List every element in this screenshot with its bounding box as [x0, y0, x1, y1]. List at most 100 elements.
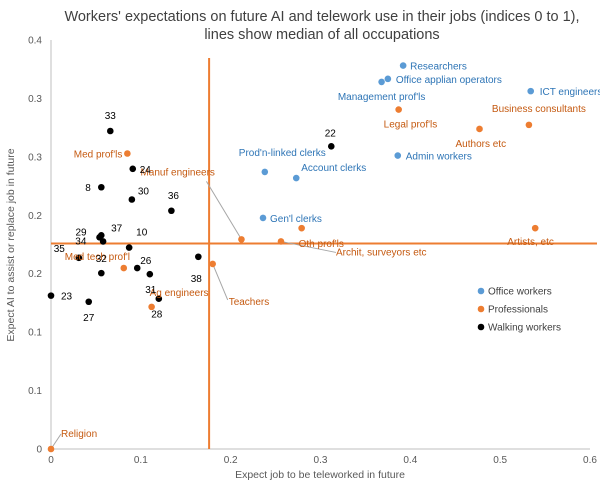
- y-tick-label: 0.2: [28, 211, 42, 222]
- data-label: 23: [61, 292, 73, 303]
- data-point: [75, 254, 83, 262]
- data-label: Researchers: [410, 62, 467, 73]
- leader-lines: [50, 181, 337, 450]
- data-label: 26: [140, 256, 152, 267]
- data-label: 29: [76, 227, 88, 238]
- data-point: [85, 298, 93, 306]
- y-tick-label: 0.3: [28, 94, 42, 105]
- data-point: [98, 183, 105, 191]
- data-point: [394, 152, 402, 159]
- data-point: [395, 106, 402, 113]
- data-label: Prod'n-linked clerks: [239, 148, 326, 159]
- leader-line: [212, 263, 229, 301]
- data-labels: Researchers Office applian operators Manag…: [54, 62, 600, 440]
- data-point: [47, 292, 55, 299]
- x-tick-labels: 0 0.1 0.2 0.3 0.4 0.5 0.6: [48, 455, 597, 466]
- data-point: [129, 165, 137, 173]
- x-tick-label: 0: [48, 455, 54, 466]
- data-label: Account clerks: [301, 163, 366, 174]
- data-point: [125, 244, 133, 251]
- data-point: [238, 236, 245, 243]
- legend: Office workers Professionals Walking worke…: [477, 287, 561, 334]
- data-point: [261, 168, 269, 176]
- legend-label: Professionals: [488, 305, 548, 316]
- data-label: Management prof'ls: [338, 92, 426, 103]
- data-point: [47, 445, 55, 453]
- y-tick-labels: 0 0.1 0.1 0.2 0.2 0.3 0.3 0.4: [28, 36, 42, 456]
- data-label: 37: [111, 223, 123, 234]
- data-point: [531, 224, 539, 232]
- data-point: [148, 303, 155, 311]
- data-label: Gen'l clerks: [270, 214, 322, 225]
- data-point: [384, 75, 392, 83]
- data-label: Business consultants: [492, 104, 586, 115]
- data-points: [47, 62, 539, 453]
- data-point: [327, 143, 335, 150]
- x-tick-label: 0.5: [493, 455, 507, 466]
- axes: [50, 40, 590, 450]
- data-label: 10: [136, 228, 148, 239]
- y-tick-label: 0: [36, 445, 42, 456]
- data-label: ICT engineers: [540, 87, 600, 98]
- y-tick-label: 0.1: [28, 386, 42, 397]
- data-point: [209, 260, 216, 268]
- data-point: [525, 121, 533, 129]
- data-label: Authors etc: [456, 139, 507, 150]
- x-tick-label: 0.1: [134, 455, 148, 466]
- data-point: [399, 62, 407, 69]
- data-label: Oth prof'ls: [299, 239, 344, 250]
- data-point: [277, 238, 285, 245]
- y-tick-label: 0.1: [28, 328, 42, 339]
- data-label: Med prof'ls: [74, 149, 123, 160]
- x-tick-label: 0.4: [403, 455, 417, 466]
- data-point: [120, 264, 128, 272]
- data-label: Legal prof'ls: [384, 120, 438, 131]
- data-point: [527, 87, 535, 95]
- y-axis-label: Expect AI to assist or replace job in fu…: [5, 148, 17, 341]
- data-point: [146, 270, 154, 278]
- data-label: 36: [168, 191, 180, 202]
- data-label: Office applian operators: [396, 75, 502, 86]
- data-label: Ag engineers: [150, 288, 209, 299]
- data-label: 22: [325, 128, 337, 139]
- data-label: Religion: [61, 429, 97, 440]
- data-label: 24: [140, 165, 152, 176]
- data-point: [106, 127, 114, 135]
- data-point: [155, 295, 163, 302]
- y-tick-label: 0.4: [28, 36, 42, 47]
- data-point: [133, 264, 141, 272]
- data-point: [476, 125, 483, 133]
- chart-title: Workers' expectations on future AI and t…: [64, 9, 579, 25]
- data-label: 34: [75, 236, 87, 247]
- x-tick-label: 0.6: [583, 455, 597, 466]
- data-label: Admin workers: [406, 152, 472, 163]
- data-point: [298, 224, 305, 232]
- data-label: Manuf engineers: [140, 167, 215, 178]
- data-point: [259, 214, 267, 222]
- leader-line: [280, 240, 337, 253]
- data-point: [99, 238, 107, 245]
- data-point: [378, 78, 385, 86]
- data-point: [128, 196, 136, 203]
- leader-line: [206, 181, 242, 240]
- data-label: Artists, etc: [507, 237, 554, 248]
- data-point: [98, 269, 105, 277]
- legend-label: Walking workers: [488, 323, 561, 334]
- data-point: [168, 207, 175, 215]
- data-point: [124, 150, 131, 157]
- data-label: 8: [85, 183, 91, 194]
- legend-marker: [477, 323, 485, 331]
- data-label: 30: [138, 187, 150, 198]
- y-tick-label: 0.3: [28, 152, 42, 163]
- data-label: 33: [105, 111, 117, 122]
- x-tick-label: 0.2: [224, 455, 238, 466]
- data-label: Teachers: [229, 297, 270, 308]
- data-label: 28: [151, 310, 163, 321]
- data-label: 27: [83, 313, 95, 324]
- y-tick-label: 0.2: [28, 269, 42, 280]
- data-label: Archit, surveyors etc: [336, 247, 427, 258]
- x-tick-label: 0.3: [314, 455, 328, 466]
- data-label: 38: [191, 274, 203, 285]
- data-label: Med tech prof'l: [65, 252, 130, 263]
